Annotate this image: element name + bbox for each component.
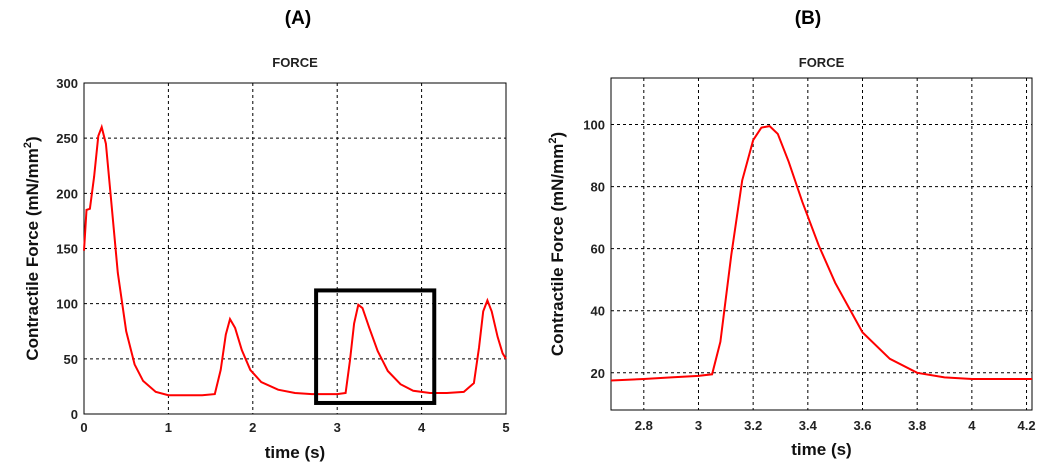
panel-a-ytick-label-5: 250 [56,131,78,146]
panel-b-xtick-label-4: 3.6 [853,418,871,433]
panel-a-ytick-label-6: 300 [56,76,78,91]
panel-b-xtick-label-7: 4.2 [1017,418,1035,433]
panel-b-ylabel-sup: 2 [547,138,559,144]
panel-b-chart: (B) FORCE 2.8 3 3.2 3.4 3.6 3.8 4 4.2 20 40 60 80 100 t… [547,8,1036,459]
panel-b-plot-frame [610,77,1033,411]
panel-b-ytick-label-3: 80 [591,180,605,195]
panel-a-ylabel: Contractile Force (mN/mm2) [22,136,42,360]
panel-a-label: (A) [285,8,311,29]
panel-a-xtick-label-0: 0 [80,420,87,435]
panel-b-ytick-label-1: 40 [591,304,605,319]
panel-b-xtick-label-2: 3.2 [744,418,762,433]
panel-a-ytick-label-0: 0 [71,407,78,422]
panel-a-xtick-label-1: 1 [165,420,172,435]
panel-b-xtick-label-3: 3.4 [799,418,818,433]
panel-b-ylabel-end: ) [548,132,567,138]
panel-a-xtick-label-3: 3 [334,420,341,435]
panel-b-xtick-label-1: 3 [695,418,702,433]
panel-b-xlabel: time (s) [791,440,851,459]
panel-b-xtick-label-6: 4 [968,418,976,433]
panel-a-xlabel: time (s) [265,443,325,462]
panel-b-title: FORCE [799,55,845,70]
panel-a-series-line-0 [83,123,507,397]
panel-a-xtick-label-4: 4 [418,420,426,435]
panel-b-ytick-label-0: 20 [591,366,605,381]
panel-a-zoom-box [314,288,437,405]
panel-a-xtick-label-5: 5 [502,420,509,435]
panel-b-ytick-label-4: 100 [583,118,605,133]
panel-b-ylabel-main: Contractile Force (mN/mm [548,144,567,357]
panel-b-series-line-0 [610,125,1032,382]
panel-a-title: FORCE [272,55,318,70]
panel-b-xtick-label-5: 3.8 [908,418,926,433]
panel-a-ytick-label-3: 150 [56,242,78,257]
panel-a-ylabel-main: Contractile Force (mN/mm [23,148,42,361]
panel-b-ytick-label-2: 60 [591,242,605,257]
panel-a-ylabel-end: ) [23,136,42,142]
panel-a-ylabel-sup: 2 [22,142,34,148]
panel-b-ylabel: Contractile Force (mN/mm2) [547,132,567,356]
panel-b-label: (B) [795,8,821,29]
panel-a-ytick-label-1: 50 [64,352,78,367]
panel-b-xtick-label-0: 2.8 [635,418,653,433]
panel-a-xtick-label-2: 2 [249,420,256,435]
panel-a-ytick-label-4: 200 [56,186,78,201]
panel-a-ytick-label-2: 100 [56,297,78,312]
